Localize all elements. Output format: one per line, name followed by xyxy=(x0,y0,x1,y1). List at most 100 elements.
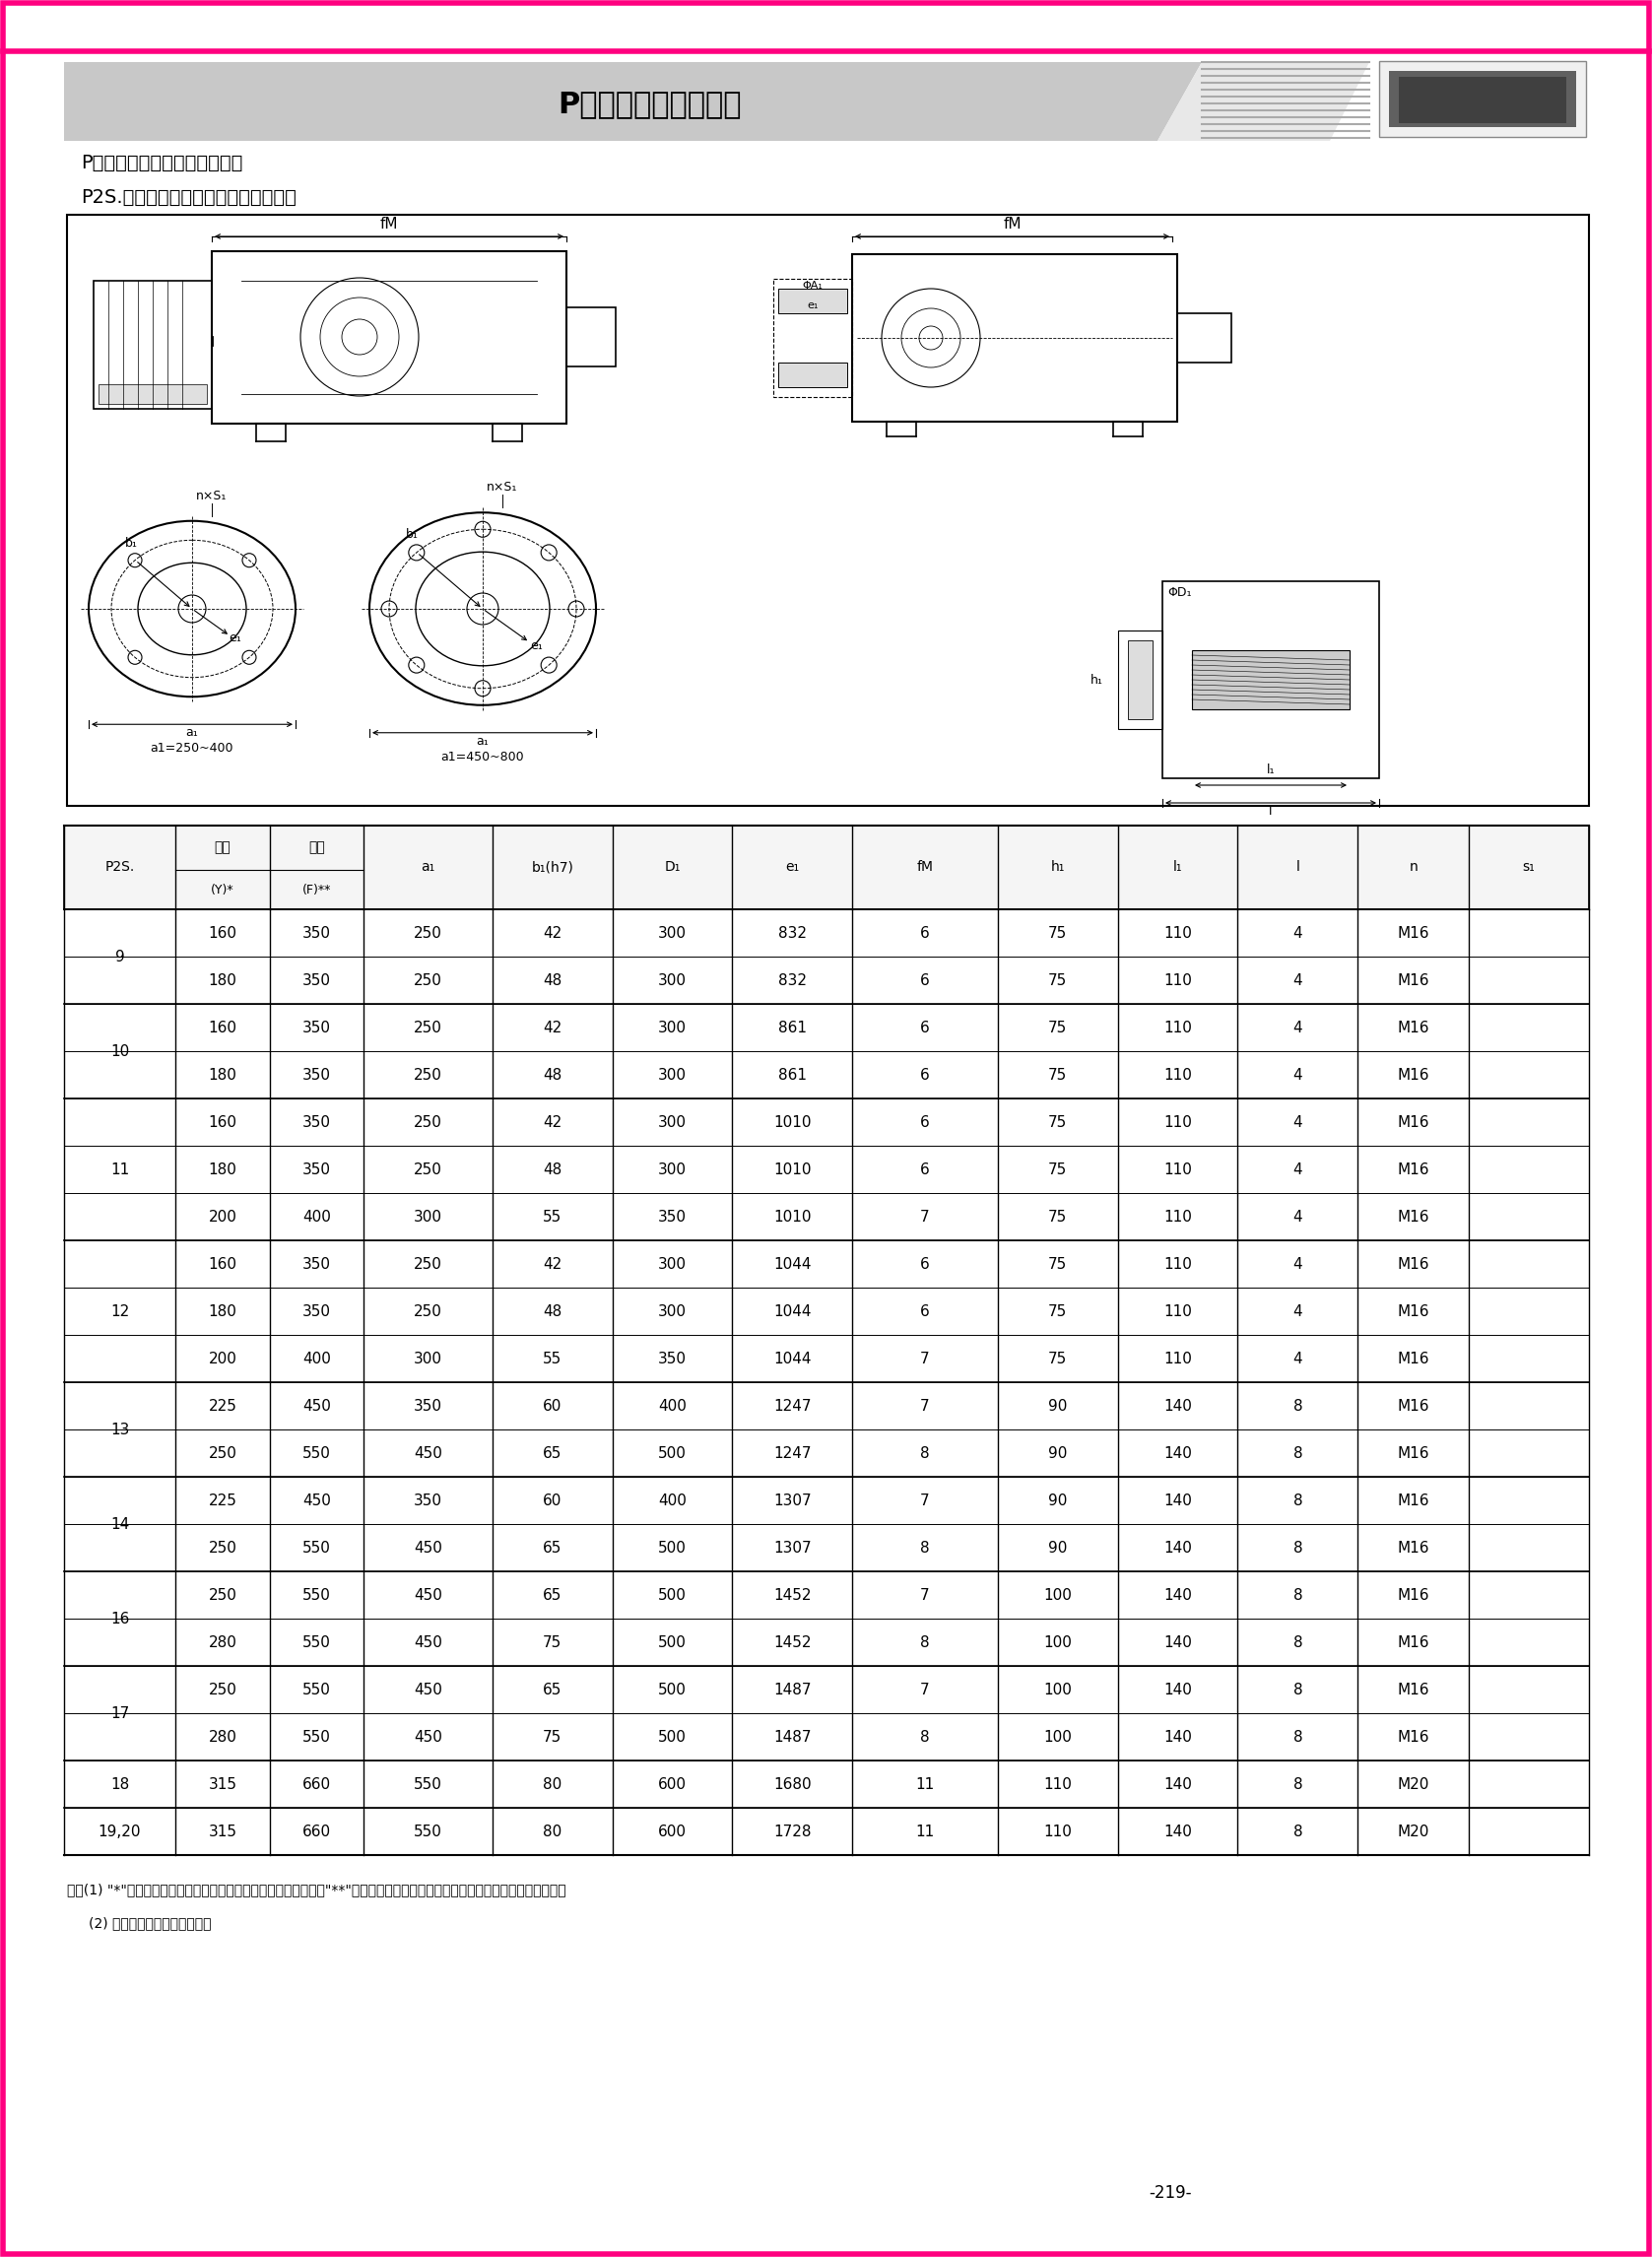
Text: 350: 350 xyxy=(415,1494,443,1508)
Text: M16: M16 xyxy=(1398,1681,1429,1697)
Text: P系列減速機帶電機法蘭輸入：: P系列減速機帶電機法蘭輸入： xyxy=(81,153,243,172)
Text: -219-: -219- xyxy=(1148,2185,1191,2203)
Text: 180: 180 xyxy=(208,1162,236,1176)
Text: M20: M20 xyxy=(1398,1824,1429,1839)
Text: n×S₁: n×S₁ xyxy=(487,481,517,494)
Text: P2S.: P2S. xyxy=(104,860,134,873)
Text: 6: 6 xyxy=(920,1257,930,1271)
Text: 350: 350 xyxy=(657,1352,687,1365)
Text: 550: 550 xyxy=(415,1776,443,1792)
Text: 160: 160 xyxy=(208,925,236,941)
Text: 500: 500 xyxy=(657,1729,687,1745)
Text: 500: 500 xyxy=(657,1634,687,1650)
Text: 500: 500 xyxy=(657,1587,687,1602)
Text: 11: 11 xyxy=(915,1776,935,1792)
Text: 110: 110 xyxy=(1163,1352,1193,1365)
Text: 10: 10 xyxy=(111,1043,129,1059)
Bar xyxy=(778,289,847,314)
Polygon shape xyxy=(1158,61,1370,140)
Text: M16: M16 xyxy=(1398,925,1429,941)
Text: 90: 90 xyxy=(1049,1399,1067,1413)
Text: 450: 450 xyxy=(415,1729,443,1745)
Text: 90: 90 xyxy=(1049,1539,1067,1555)
Text: (2) 側面扭力臂組合，請咨詢。: (2) 側面扭力臂組合，請咨詢。 xyxy=(89,1916,211,1930)
Text: 55: 55 xyxy=(544,1210,562,1223)
Polygon shape xyxy=(64,61,1201,140)
Text: 8: 8 xyxy=(1294,1729,1302,1745)
Text: 250: 250 xyxy=(208,1539,236,1555)
Text: M16: M16 xyxy=(1398,1399,1429,1413)
Text: 42: 42 xyxy=(544,1115,562,1128)
Text: fM: fM xyxy=(380,217,398,230)
Text: 250: 250 xyxy=(415,1068,443,1081)
Text: 350: 350 xyxy=(302,1020,330,1036)
Text: 13: 13 xyxy=(111,1422,129,1438)
Text: 75: 75 xyxy=(1049,925,1067,941)
Text: 65: 65 xyxy=(544,1447,562,1460)
Text: 7: 7 xyxy=(920,1681,930,1697)
Text: 350: 350 xyxy=(302,1257,330,1271)
Text: 110: 110 xyxy=(1163,1210,1193,1223)
Bar xyxy=(778,363,847,388)
Text: 600: 600 xyxy=(657,1824,687,1839)
Text: 315: 315 xyxy=(208,1776,236,1792)
Text: 110: 110 xyxy=(1163,1162,1193,1176)
Text: 65: 65 xyxy=(544,1539,562,1555)
Text: 6: 6 xyxy=(920,1020,930,1036)
Text: 6: 6 xyxy=(920,1305,930,1318)
Text: 450: 450 xyxy=(415,1539,443,1555)
Text: 42: 42 xyxy=(544,925,562,941)
Text: l₁: l₁ xyxy=(1173,860,1183,873)
Text: 1487: 1487 xyxy=(773,1729,811,1745)
Text: 75: 75 xyxy=(1049,1305,1067,1318)
Text: 110: 110 xyxy=(1163,1068,1193,1081)
Text: 110: 110 xyxy=(1044,1824,1072,1839)
Text: 48: 48 xyxy=(544,1068,562,1081)
Text: 1307: 1307 xyxy=(773,1494,811,1508)
Text: M16: M16 xyxy=(1398,1068,1429,1081)
Text: 8: 8 xyxy=(1294,1399,1302,1413)
Text: M16: M16 xyxy=(1398,1539,1429,1555)
Text: 660: 660 xyxy=(302,1824,330,1839)
Text: 450: 450 xyxy=(415,1587,443,1602)
Text: M16: M16 xyxy=(1398,1587,1429,1602)
Text: h₁: h₁ xyxy=(1051,860,1066,873)
Text: 8: 8 xyxy=(1294,1681,1302,1697)
Text: 400: 400 xyxy=(657,1494,687,1508)
Text: M16: M16 xyxy=(1398,1494,1429,1508)
Text: 300: 300 xyxy=(657,1115,687,1128)
Text: 100: 100 xyxy=(1044,1681,1072,1697)
Text: 4: 4 xyxy=(1294,1210,1302,1223)
Text: 75: 75 xyxy=(1049,1162,1067,1176)
Text: 140: 140 xyxy=(1163,1776,1193,1792)
Text: D₁: D₁ xyxy=(664,860,681,873)
Text: 1044: 1044 xyxy=(773,1352,811,1365)
Text: 19,20: 19,20 xyxy=(97,1824,140,1839)
Text: 400: 400 xyxy=(302,1352,330,1365)
Text: 48: 48 xyxy=(544,973,562,989)
Text: 300: 300 xyxy=(657,973,687,989)
Text: 450: 450 xyxy=(415,1681,443,1697)
Text: 9: 9 xyxy=(116,950,124,964)
Text: 4: 4 xyxy=(1294,1068,1302,1081)
Text: n×S₁: n×S₁ xyxy=(197,490,228,503)
Text: 140: 140 xyxy=(1163,1681,1193,1697)
Text: 550: 550 xyxy=(302,1729,330,1745)
Bar xyxy=(99,384,206,404)
Text: 315: 315 xyxy=(208,1824,236,1839)
Text: M16: M16 xyxy=(1398,1447,1429,1460)
Text: 160: 160 xyxy=(208,1115,236,1128)
Bar xyxy=(567,307,616,366)
Text: 861: 861 xyxy=(778,1020,806,1036)
Text: 350: 350 xyxy=(302,925,330,941)
Text: 450: 450 xyxy=(302,1494,330,1508)
Text: 100: 100 xyxy=(1044,1634,1072,1650)
Text: 500: 500 xyxy=(657,1539,687,1555)
Text: 225: 225 xyxy=(208,1399,236,1413)
Text: 200: 200 xyxy=(208,1210,236,1223)
Bar xyxy=(773,280,852,397)
Text: 4: 4 xyxy=(1294,1305,1302,1318)
Bar xyxy=(1399,77,1566,124)
Text: 1307: 1307 xyxy=(773,1539,811,1555)
Text: 280: 280 xyxy=(208,1634,236,1650)
